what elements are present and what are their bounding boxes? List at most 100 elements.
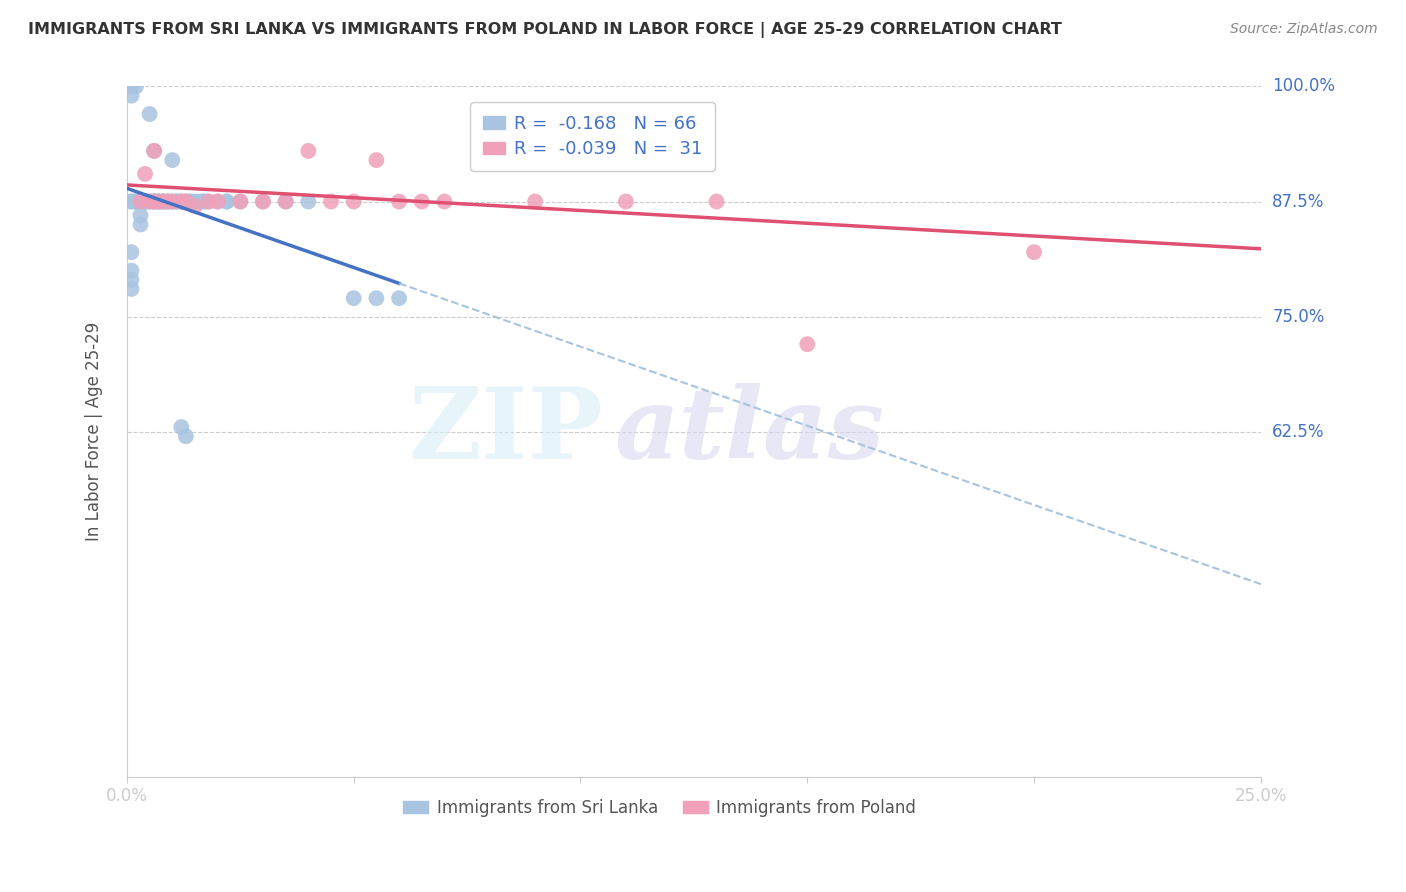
Point	[129, 194, 152, 209]
Point	[138, 107, 160, 121]
Point	[170, 194, 193, 209]
Point	[297, 144, 319, 158]
Point	[207, 194, 229, 209]
Point	[1022, 245, 1045, 260]
Text: Source: ZipAtlas.com: Source: ZipAtlas.com	[1230, 22, 1378, 37]
Point	[125, 79, 148, 94]
Point	[215, 194, 238, 209]
Point	[174, 194, 197, 209]
Point	[134, 194, 156, 209]
Point	[170, 420, 193, 434]
Point	[188, 194, 211, 209]
Point	[162, 194, 184, 209]
Point	[478, 112, 501, 126]
Point	[148, 194, 170, 209]
Point	[174, 194, 197, 209]
Point	[170, 194, 193, 209]
Point	[274, 194, 297, 209]
Point	[120, 79, 142, 94]
Point	[229, 194, 252, 209]
Point	[179, 194, 201, 209]
Point	[162, 153, 184, 167]
Point	[179, 194, 201, 209]
Point	[156, 194, 179, 209]
Point	[143, 144, 166, 158]
Point	[134, 167, 156, 181]
Point	[569, 112, 592, 126]
Point	[143, 144, 166, 158]
Point	[143, 194, 166, 209]
Point	[125, 194, 148, 209]
Point	[207, 194, 229, 209]
Point	[138, 194, 160, 209]
Point	[129, 194, 152, 209]
Point	[148, 194, 170, 209]
Point	[120, 79, 142, 94]
Point	[229, 194, 252, 209]
Text: 100.0%: 100.0%	[1272, 78, 1336, 95]
Point	[125, 194, 148, 209]
Point	[366, 153, 388, 167]
Point	[143, 194, 166, 209]
Point	[170, 194, 193, 209]
Point	[152, 194, 174, 209]
Point	[125, 194, 148, 209]
Point	[156, 194, 179, 209]
Point	[129, 194, 152, 209]
Point	[174, 194, 197, 209]
Point	[411, 194, 433, 209]
Point	[156, 194, 179, 209]
Point	[148, 194, 170, 209]
Point	[138, 194, 160, 209]
Point	[796, 337, 818, 351]
Point	[129, 208, 152, 222]
Point	[366, 291, 388, 305]
Point	[197, 194, 219, 209]
Point	[252, 194, 274, 209]
Point	[148, 194, 170, 209]
Point	[274, 194, 297, 209]
Text: IMMIGRANTS FROM SRI LANKA VS IMMIGRANTS FROM POLAND IN LABOR FORCE | AGE 25-29 C: IMMIGRANTS FROM SRI LANKA VS IMMIGRANTS …	[28, 22, 1062, 38]
Point	[193, 194, 215, 209]
Point	[706, 194, 728, 209]
Point	[134, 194, 156, 209]
Point	[129, 218, 152, 232]
Point	[215, 194, 238, 209]
Point	[120, 282, 142, 296]
Point	[166, 194, 188, 209]
Point	[162, 194, 184, 209]
Point	[174, 429, 197, 443]
Point	[184, 199, 207, 213]
Point	[120, 273, 142, 287]
Point	[143, 194, 166, 209]
Point	[197, 194, 219, 209]
Point	[162, 194, 184, 209]
Point	[166, 194, 188, 209]
Point	[388, 291, 411, 305]
Point	[343, 291, 366, 305]
Point	[120, 79, 142, 94]
Point	[343, 194, 366, 209]
Text: ZIP: ZIP	[408, 384, 603, 480]
Point	[152, 194, 174, 209]
Point	[524, 194, 547, 209]
Point	[152, 194, 174, 209]
Point	[120, 88, 142, 103]
Point	[252, 194, 274, 209]
Point	[120, 245, 142, 260]
Point	[125, 194, 148, 209]
Point	[120, 194, 142, 209]
Legend: Immigrants from Sri Lanka, Immigrants from Poland: Immigrants from Sri Lanka, Immigrants fr…	[396, 792, 922, 824]
Text: 87.5%: 87.5%	[1272, 193, 1324, 211]
Point	[152, 194, 174, 209]
Point	[319, 194, 342, 209]
Point	[388, 194, 411, 209]
Point	[143, 194, 166, 209]
Point	[120, 263, 142, 277]
Text: 62.5%: 62.5%	[1272, 423, 1324, 441]
Point	[120, 194, 142, 209]
Point	[193, 194, 215, 209]
Text: 75.0%: 75.0%	[1272, 308, 1324, 326]
Point	[170, 194, 193, 209]
Text: atlas: atlas	[614, 384, 884, 480]
